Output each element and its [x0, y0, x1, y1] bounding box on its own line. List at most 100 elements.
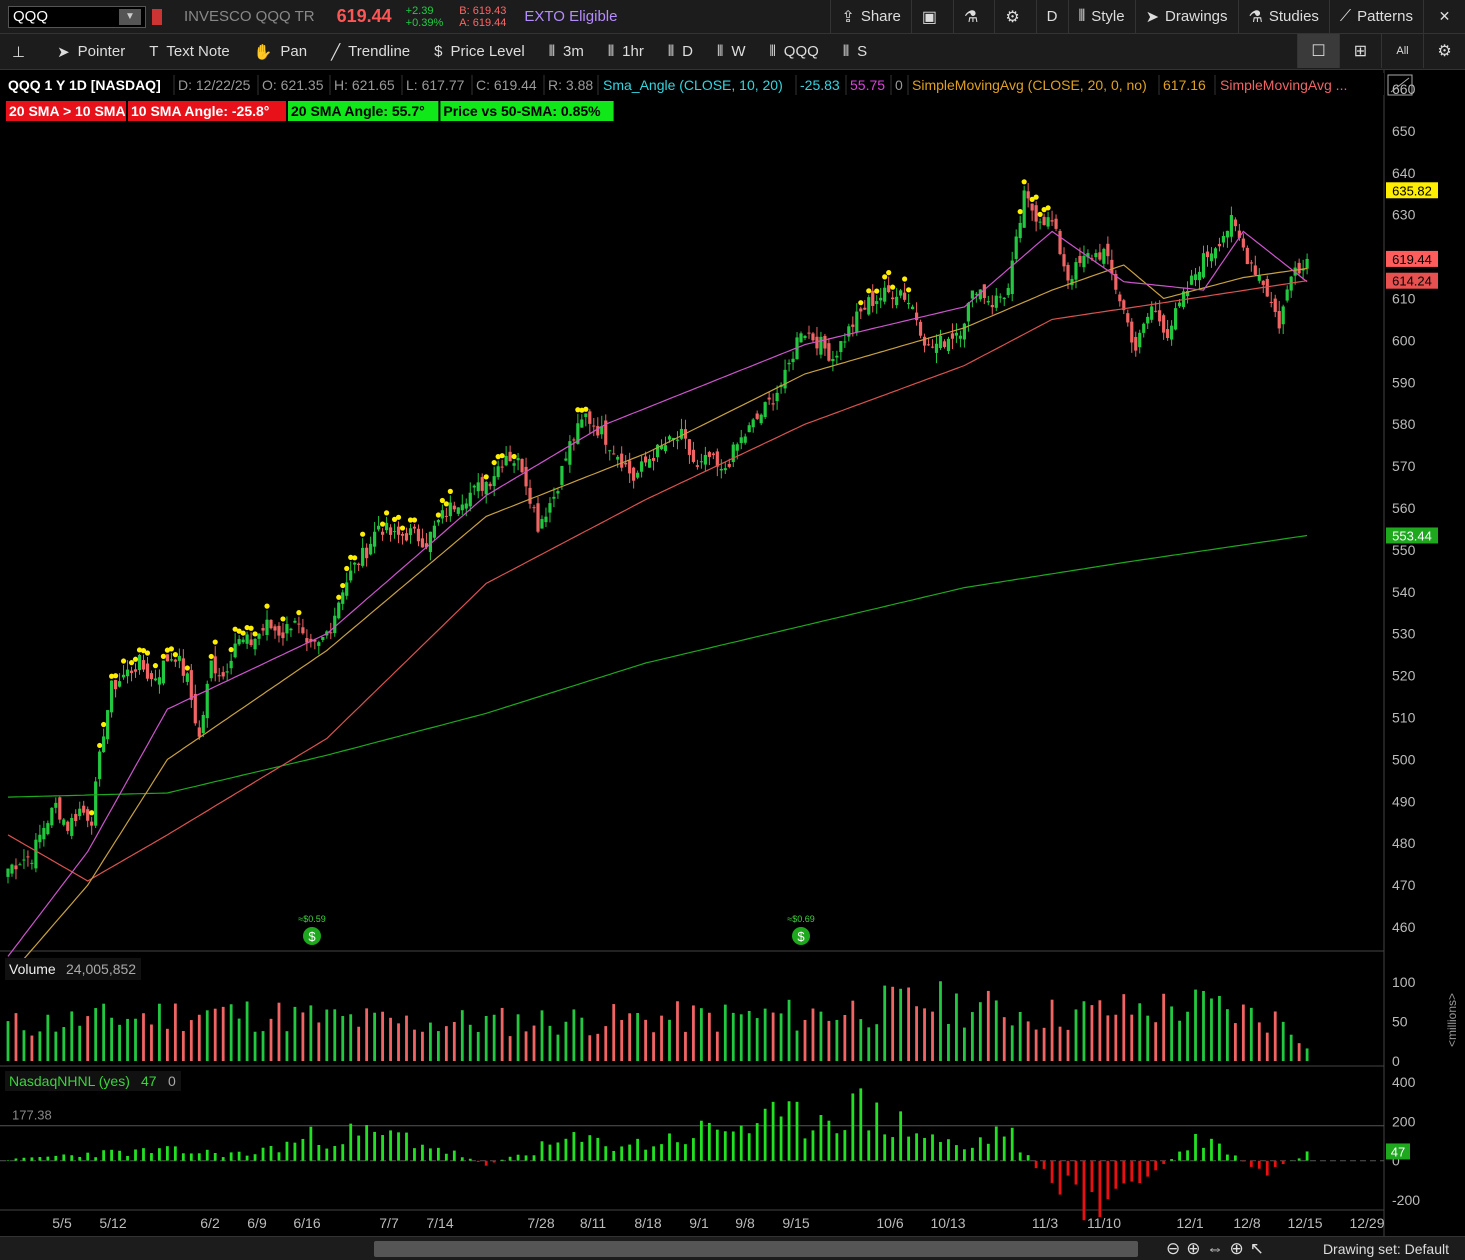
candle-body	[1197, 271, 1202, 281]
tool-pointer[interactable]: ➤ Pointer	[45, 43, 137, 61]
button-label: Studies	[1268, 8, 1319, 25]
volume-bar	[30, 1035, 34, 1061]
candle-body	[301, 627, 305, 634]
volume-bar	[580, 1017, 584, 1061]
candle-body	[201, 714, 205, 734]
tool-text-note[interactable]: T Text Note	[137, 43, 242, 60]
toolbar-button-patterns[interactable]: ⟋ Patterns	[1328, 0, 1423, 33]
signal-dot	[858, 300, 864, 306]
candle-body	[74, 814, 78, 822]
nhnl-bar	[1138, 1160, 1142, 1184]
nhnl-bar	[803, 1138, 807, 1161]
candle-body	[317, 642, 321, 646]
close-icon[interactable]: ✕	[1423, 0, 1465, 34]
price-tick-label: 490	[1392, 793, 1416, 809]
auto-scale-icon[interactable]	[1387, 74, 1413, 96]
candle-body	[400, 533, 405, 536]
candle-body	[380, 531, 385, 535]
candle-icon: ⫴	[769, 43, 776, 60]
tool-price-level[interactable]: $ Price Level	[422, 43, 537, 60]
dividend-icon[interactable]	[303, 927, 321, 945]
zoom-in-icon[interactable]: ⊕	[1186, 1239, 1201, 1258]
tool-pan[interactable]: ✋ Pan	[242, 43, 319, 61]
chevron-down-icon[interactable]: ▼	[119, 8, 141, 25]
nhnl-bar	[580, 1141, 584, 1161]
scrollbar-thumb[interactable]	[374, 1241, 1138, 1257]
tool-1hr[interactable]: ⫴ 1hr	[596, 43, 656, 60]
x-axis-label: 12/8	[1233, 1215, 1260, 1231]
grid-layout-icon[interactable]: ⊞	[1339, 34, 1381, 68]
tool-trendline[interactable]: ╱ Trendline	[319, 43, 422, 61]
toolbar-button-d[interactable]: D	[1035, 0, 1068, 33]
tool-qqq[interactable]: ⫴ QQQ	[757, 43, 830, 60]
candle-body	[600, 426, 604, 435]
tool-pin[interactable]: ⊥	[0, 43, 45, 61]
symbol-input[interactable]: QQQ ▼	[8, 5, 146, 28]
drawing-toolbar: ⊥ ➤ Pointer T Text Note ✋ Pan ╱ Trendline $ Price …	[0, 34, 1465, 70]
candle-body	[1205, 251, 1210, 258]
candle-body	[321, 636, 325, 641]
toolbar-button-style[interactable]: ⫴ Style	[1067, 0, 1135, 33]
candle-body	[1034, 205, 1038, 222]
gear-icon[interactable]: ⚙	[1423, 34, 1465, 68]
all-icon[interactable]: All	[1381, 34, 1423, 68]
toolbar-button-alert[interactable]: ▣	[910, 0, 953, 33]
tool-s[interactable]: ⫴ S	[831, 43, 879, 60]
single-layout-icon[interactable]: ☐	[1297, 34, 1339, 68]
candle-body	[644, 456, 648, 463]
candle-body	[121, 674, 126, 678]
zoom-out-icon[interactable]: ⊖	[1166, 1239, 1181, 1258]
candle-body	[1114, 273, 1118, 290]
nhnl-bar	[787, 1101, 791, 1161]
cursor-icon[interactable]: ↖	[1249, 1239, 1264, 1258]
candle-body	[632, 467, 636, 481]
toolbar-button-flask[interactable]: ⚗	[952, 0, 994, 33]
last-price: 619.44	[336, 6, 392, 26]
price-panel[interactable]	[0, 70, 1384, 950]
flag-icon[interactable]	[152, 8, 162, 25]
candle-body	[759, 414, 763, 424]
volume-bar	[771, 1012, 775, 1061]
candle-body	[628, 460, 632, 474]
chart-canvas[interactable]: 6606506406306206106005905805705605505405…	[0, 70, 1465, 1236]
candle-body	[564, 458, 568, 461]
tool-w[interactable]: ⫴ W	[705, 43, 757, 60]
signal-dot	[407, 517, 414, 523]
x-axis-label: 5/5	[52, 1215, 72, 1231]
candle-body	[488, 483, 492, 487]
exto-badge[interactable]: EXTO Eligible	[524, 8, 618, 25]
candle-body	[448, 502, 452, 517]
candle-body	[18, 864, 22, 866]
change-value: +2.39	[405, 4, 434, 17]
volume-bar	[715, 1031, 719, 1061]
volume-bars	[6, 981, 1309, 1061]
volume-bar	[915, 1006, 918, 1061]
volume-bar	[1042, 1027, 1046, 1061]
nhnl-bar	[596, 1137, 600, 1161]
candle-body	[504, 455, 508, 466]
line-icon: ╱	[331, 43, 341, 61]
volume-bar	[907, 987, 911, 1061]
fit-icon[interactable]: ⇔	[1206, 1239, 1224, 1258]
signal-dot	[443, 501, 449, 507]
toolbar-button-gear[interactable]: ⚙	[994, 0, 1035, 33]
toolbar-button-drawings[interactable]: ➤ Drawings	[1134, 0, 1238, 33]
candle-body	[719, 468, 723, 471]
candle-body	[237, 639, 241, 645]
drawing-set[interactable]: Drawing set: Default	[1322, 1241, 1449, 1257]
nhnl-bar	[293, 1142, 297, 1161]
dividend-icon[interactable]	[792, 927, 810, 945]
crosshair-icon[interactable]: ⊕	[1229, 1239, 1244, 1258]
candle-body	[751, 419, 755, 428]
tool-d[interactable]: ⫴ D	[656, 43, 705, 60]
candle-body	[1305, 258, 1309, 269]
candle-body	[1118, 294, 1122, 302]
candle-body	[1130, 321, 1134, 343]
toolbar-button-studies[interactable]: ⚗ Studies	[1237, 0, 1329, 33]
tool-3m[interactable]: ⫴ 3m	[537, 43, 596, 60]
nhnl-tick-label: 200	[1392, 1113, 1416, 1129]
toolbar-button-share[interactable]: ⇪ Share	[830, 0, 910, 33]
nhnl-bar	[532, 1155, 536, 1161]
price-tag	[1386, 272, 1438, 289]
nhnl-bar	[1178, 1151, 1181, 1161]
